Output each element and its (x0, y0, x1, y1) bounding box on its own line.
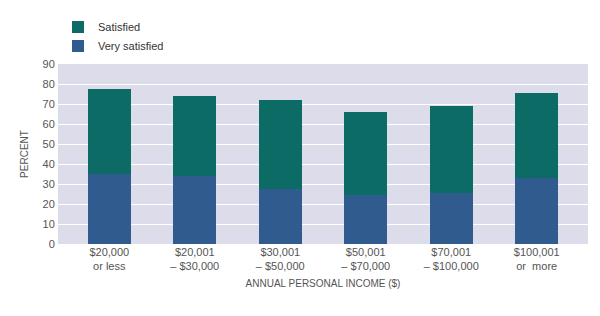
svg-text:40: 40 (43, 158, 55, 170)
svg-text:20: 20 (43, 198, 55, 210)
svg-text:0: 0 (49, 238, 55, 250)
svg-text:ANNUAL PERSONAL INCOME ($): ANNUAL PERSONAL INCOME ($) (246, 278, 401, 289)
svg-text:Very satisfied: Very satisfied (98, 40, 163, 52)
svg-text:70: 70 (43, 98, 55, 110)
svg-text:90: 90 (43, 58, 55, 70)
svg-text:$100,001or more: $100,001or more (514, 246, 560, 272)
svg-text:$30,001– $50,000: $30,001– $50,000 (256, 246, 305, 272)
svg-text:PERCENT: PERCENT (19, 130, 30, 178)
svg-text:Satisfied: Satisfied (98, 21, 140, 33)
svg-text:$50,001– $70,000: $50,001– $70,000 (341, 246, 390, 272)
svg-text:80: 80 (43, 78, 55, 90)
svg-text:10: 10 (43, 218, 55, 230)
svg-text:$20,000or less: $20,000or less (89, 246, 129, 272)
svg-text:$20,001– $30,000: $20,001– $30,000 (170, 246, 219, 272)
svg-text:30: 30 (43, 178, 55, 190)
svg-text:50: 50 (43, 138, 55, 150)
svg-text:$70,001– $100,000: $70,001– $100,000 (424, 246, 479, 272)
svg-text:60: 60 (43, 118, 55, 130)
